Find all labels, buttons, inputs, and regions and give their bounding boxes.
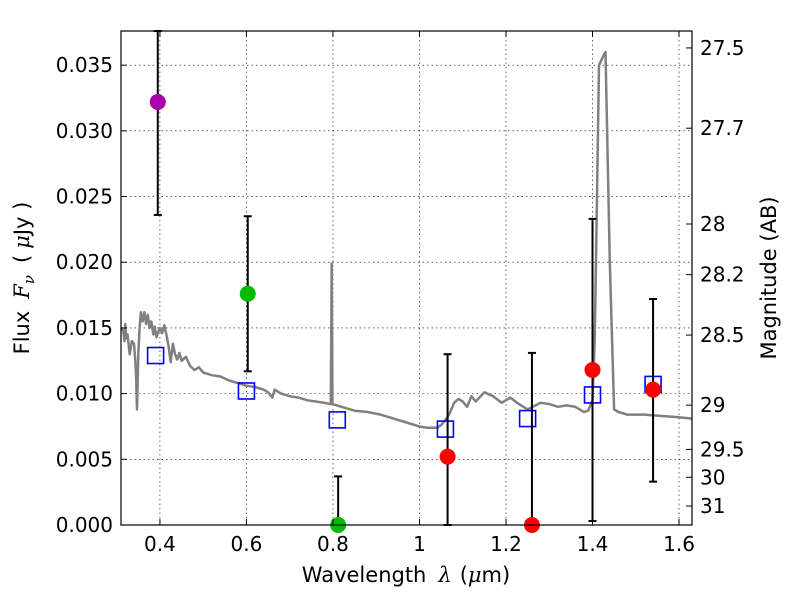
magnitude-axis-ticks: 27.5 27.7 28 28.2 28.5 29 29.5 30 31 xyxy=(686,36,745,518)
magnitude-tick-label: 27.5 xyxy=(700,36,745,60)
model-square xyxy=(436,420,455,438)
x-axis-ticks: 0.4 0.6 0.8 1 1.2 1.4 1.6 xyxy=(144,31,695,556)
spectrum-line xyxy=(120,50,693,430)
x-tick-label: 1.2 xyxy=(490,532,522,556)
x-tick-label: 1.6 xyxy=(663,532,695,556)
magnitude-tick-label: 31 xyxy=(700,494,725,518)
y-tick-label: 0.010 xyxy=(56,382,113,406)
y-axis-label: Flux Fν ( μJy ) xyxy=(10,202,38,355)
x-tick-label: 1 xyxy=(413,532,426,556)
x-tick-label: 0.8 xyxy=(317,532,349,556)
observed-point xyxy=(439,448,456,465)
x-axis-label-mu: μ xyxy=(468,563,482,587)
x-tick-label: 0.4 xyxy=(144,532,176,556)
spectrum-series xyxy=(120,50,693,430)
x-axis-label: Wavelength λ (μm) xyxy=(302,563,510,587)
y-tick-label: 0.020 xyxy=(56,250,113,274)
model-square xyxy=(328,411,347,429)
magnitude-tick-label: 29.5 xyxy=(700,437,745,461)
y-tick-label: 0.030 xyxy=(56,119,113,143)
observed-points xyxy=(149,93,662,533)
y-axis-label-symbol: F xyxy=(10,283,34,300)
y-tick-label: 0.025 xyxy=(56,185,113,209)
model-points xyxy=(146,346,662,438)
y-axis-label-sub: ν xyxy=(20,275,38,284)
magnitude-tick-label: 27.7 xyxy=(700,116,745,140)
y-axis-label-mu: μ xyxy=(10,235,34,249)
observed-point xyxy=(149,93,166,110)
magnitude-tick-label: 29 xyxy=(700,393,725,417)
x-axis-label-symbol: λ xyxy=(437,563,451,587)
y-axis-label-text: Flux xyxy=(10,311,34,355)
y-axis-label-open: ( xyxy=(10,255,34,263)
observed-point xyxy=(645,381,662,398)
x-axis-label-open: ( xyxy=(460,563,468,587)
y-tick-label: 0.005 xyxy=(56,447,113,471)
magnitude-tick-label: 28 xyxy=(700,212,725,236)
y-tick-label: 0.015 xyxy=(56,316,113,340)
magnitude-tick-label: 28.2 xyxy=(700,263,745,287)
magnitude-axis-label: Magnitude (AB) xyxy=(757,196,781,359)
plot-frame xyxy=(120,30,693,526)
x-tick-label: 0.6 xyxy=(231,532,263,556)
magnitude-tick-label: 30 xyxy=(700,465,725,489)
y-tick-label: 0.035 xyxy=(56,53,113,77)
model-square xyxy=(518,409,537,428)
magnitude-tick-label: 28.5 xyxy=(700,323,745,347)
y-axis-ticks: 0.000 0.005 0.010 0.015 0.020 0.025 0.030 0.035 xyxy=(56,53,127,537)
x-tick-label: 1.4 xyxy=(577,532,609,556)
x-axis-label-unit: m) xyxy=(482,563,511,587)
y-axis-label-unit: Jy ) xyxy=(10,202,34,238)
x-axis-label-text: Wavelength xyxy=(302,563,427,587)
y-tick-label: 0.000 xyxy=(56,513,113,537)
observed-point xyxy=(584,361,601,378)
observed-point xyxy=(239,285,256,302)
errorbars xyxy=(153,30,658,526)
model-square xyxy=(146,346,165,365)
model-square xyxy=(237,382,256,400)
